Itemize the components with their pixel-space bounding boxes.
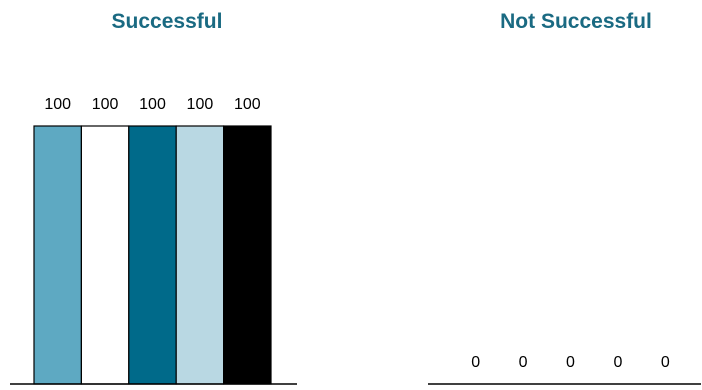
data-label-successful-1: 100 xyxy=(44,96,71,113)
bar-successful-3 xyxy=(128,125,177,385)
bar-successful-4 xyxy=(175,125,225,385)
data-label-not-successful-3: 0 xyxy=(566,354,575,371)
bar-successful-5 xyxy=(223,125,272,385)
data-label-successful-4: 100 xyxy=(187,96,214,113)
labels-not-successful: 0 0 0 0 0 xyxy=(471,354,670,371)
bar-successful-1 xyxy=(33,125,83,385)
data-label-successful-5: 100 xyxy=(234,96,261,113)
panel-not-successful: Not Successful 0 0 0 0 0 xyxy=(428,10,701,385)
data-label-not-successful-1: 0 xyxy=(471,354,480,371)
panel-successful: Successful 100 100 100 100 100 xyxy=(10,10,297,385)
data-label-not-successful-5: 0 xyxy=(661,354,670,371)
data-label-successful-2: 100 xyxy=(92,96,119,113)
panel-title-not-successful: Not Successful xyxy=(500,10,652,33)
bar-successful-2 xyxy=(80,125,130,385)
data-label-not-successful-2: 0 xyxy=(519,354,528,371)
panel-title-successful: Successful xyxy=(112,10,223,33)
data-label-successful-3: 100 xyxy=(139,96,166,113)
bars-successful xyxy=(33,125,272,385)
labels-successful: 100 100 100 100 100 xyxy=(44,96,260,113)
data-label-not-successful-4: 0 xyxy=(613,354,622,371)
